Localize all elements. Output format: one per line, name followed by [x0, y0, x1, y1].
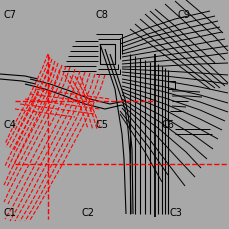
Text: C8: C8: [95, 10, 108, 20]
Text: C3: C3: [169, 207, 182, 217]
Text: C5: C5: [95, 120, 109, 129]
Text: C6: C6: [161, 120, 174, 129]
Text: C7: C7: [4, 10, 17, 20]
Text: C2: C2: [82, 207, 95, 217]
Text: C9: C9: [177, 10, 190, 20]
Text: C4: C4: [4, 120, 17, 129]
Text: C1: C1: [4, 207, 17, 217]
